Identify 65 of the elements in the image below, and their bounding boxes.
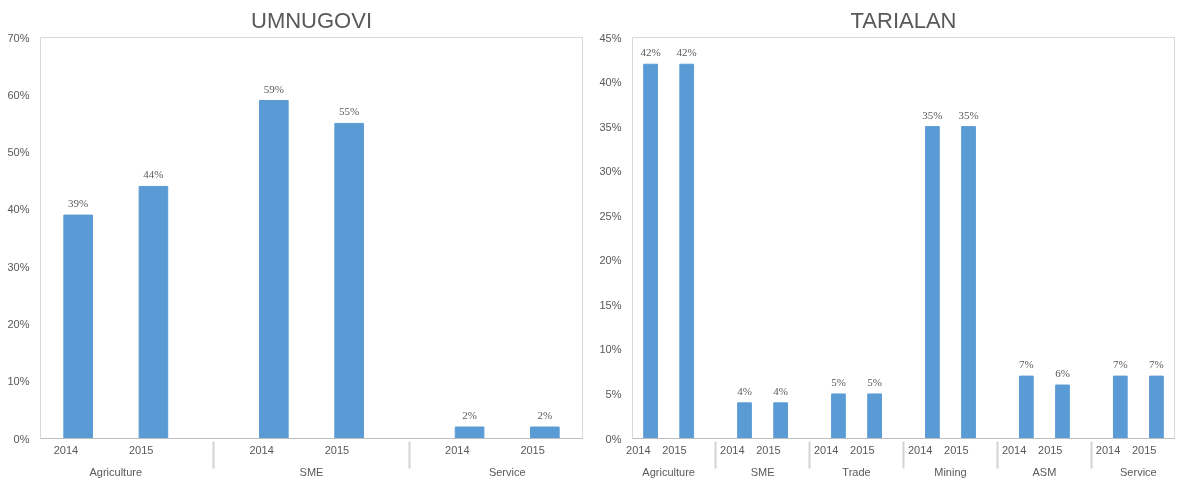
data-label: 7% <box>1112 358 1128 371</box>
text: Service <box>1120 465 1157 478</box>
y-tick-label: 30% <box>599 165 622 178</box>
y-tick-label: 70% <box>7 31 30 44</box>
data-label: 42% <box>640 46 661 59</box>
y-tick-label: 60% <box>7 88 30 101</box>
y-tick-label: 50% <box>7 146 30 159</box>
data-label: 35% <box>922 108 943 121</box>
y-tick-label: 0% <box>605 432 622 445</box>
x-tick-label: 2014 <box>1001 443 1027 456</box>
x-tick-label: 2015 <box>1038 443 1063 456</box>
data-label: 5% <box>867 375 882 388</box>
y-tick-label: 10% <box>7 375 30 388</box>
data-label: 2% <box>462 409 477 422</box>
x-tick-label: 2015 <box>662 443 687 456</box>
x-tick-label: 2014 <box>445 443 470 456</box>
y-tick-label: 5% <box>605 387 622 400</box>
x-tick-label: 2014 <box>720 443 745 456</box>
x-tick-label: 2015 <box>128 443 154 456</box>
x-tick-label: 2015 <box>756 443 781 456</box>
y-tick-label: 20% <box>599 254 622 267</box>
chart-title: TARIALAN <box>850 7 957 33</box>
x-tick-label: 2015 <box>944 443 969 456</box>
y-tick-label: 25% <box>599 209 622 222</box>
y-tick-label: 10% <box>599 343 622 356</box>
x-tick-label: 2014 <box>1095 443 1121 456</box>
x-tick-label: 2014 <box>907 443 933 456</box>
text: ASM <box>1032 465 1057 478</box>
y-tick-label: 45% <box>599 31 622 44</box>
text: Trade <box>842 465 871 478</box>
data-label: 2% <box>537 409 553 422</box>
x-tick-label: 2014 <box>249 443 274 456</box>
x-tick-label: 2014 <box>813 443 839 456</box>
x-tick-label: 2015 <box>324 443 350 456</box>
y-tick-label: 40% <box>599 76 622 89</box>
data-label: 7% <box>1149 358 1164 371</box>
chart-title: UMNUGOVI <box>251 7 372 33</box>
text: Agriculture <box>89 465 143 478</box>
x-tick-label: 2015 <box>850 443 875 456</box>
text: Agriculture <box>642 465 695 478</box>
text: Mining <box>934 465 967 478</box>
y-tick-label: 40% <box>7 203 30 216</box>
data-label: 5% <box>831 375 846 388</box>
data-label: 55% <box>339 105 360 118</box>
x-tick-label: 2014 <box>626 443 651 456</box>
data-label: 4% <box>773 384 788 397</box>
data-label: 59% <box>263 82 284 95</box>
y-tick-label: 35% <box>599 120 622 133</box>
data-label: 39% <box>68 197 89 210</box>
data-label: 44% <box>143 168 164 181</box>
x-tick-label: 2015 <box>1131 443 1157 456</box>
data-label: 6% <box>1055 367 1070 380</box>
y-tick-label: 15% <box>599 298 622 311</box>
data-label: 7% <box>1019 358 1034 371</box>
data-label: 35% <box>958 108 979 121</box>
y-tick-label: 20% <box>7 317 30 330</box>
text: SME <box>750 465 775 478</box>
text: Service <box>488 465 526 478</box>
x-tick-label: 2014 <box>53 443 79 456</box>
y-tick-label: 0% <box>13 432 30 445</box>
data-label: 4% <box>737 384 752 397</box>
text: SME <box>299 465 324 478</box>
y-tick-label: 30% <box>7 260 30 273</box>
data-label: 42% <box>676 46 697 59</box>
x-tick-label: 2015 <box>520 443 545 456</box>
